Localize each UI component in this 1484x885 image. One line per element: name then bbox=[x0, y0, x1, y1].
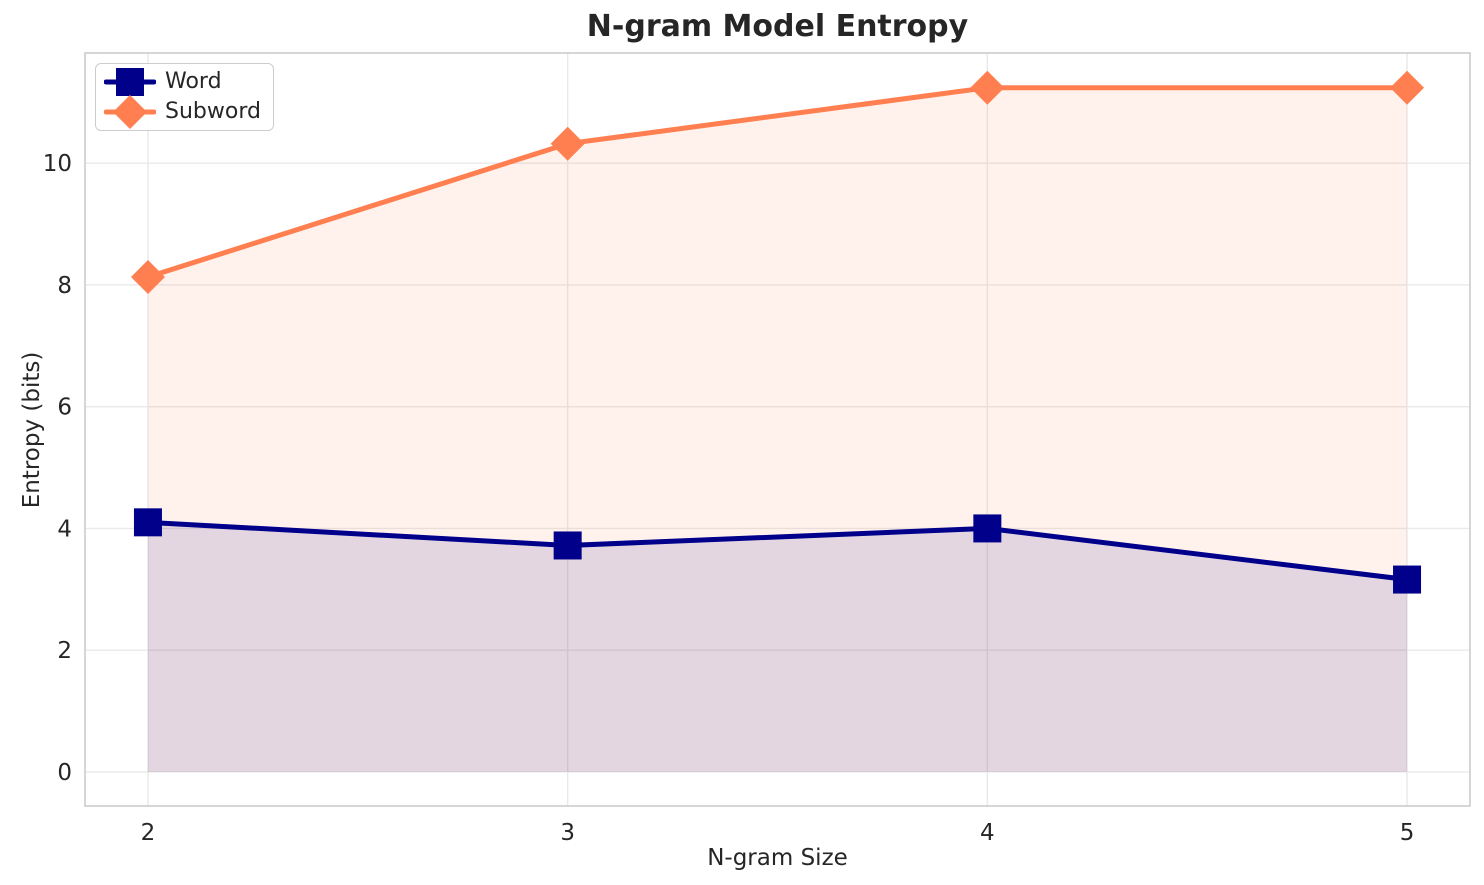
word-marker-5 bbox=[1393, 565, 1422, 594]
subword-line bbox=[145, 85, 1410, 280]
word-marker-4 bbox=[973, 514, 1002, 543]
legend-item-subword: Subword bbox=[104, 95, 261, 129]
y-tick-label-10: 10 bbox=[43, 151, 72, 177]
y-axis-label: Entropy (bits) bbox=[19, 351, 45, 509]
legend: Word Subword bbox=[95, 63, 274, 131]
word-line bbox=[145, 519, 1410, 583]
subword-area bbox=[147, 87, 1408, 772]
square-marker-icon bbox=[104, 68, 156, 96]
x-tick-label-2: 2 bbox=[141, 820, 156, 846]
legend-item-word: Word bbox=[104, 67, 261, 97]
word-area bbox=[147, 522, 1408, 772]
word-marker-3 bbox=[553, 531, 582, 560]
subword-marker-3 bbox=[550, 126, 585, 161]
diamond-marker-icon bbox=[104, 95, 156, 129]
y-tick-label-6: 6 bbox=[57, 395, 72, 421]
word-marker-2 bbox=[133, 508, 162, 537]
subword-marker-4 bbox=[970, 70, 1005, 105]
x-tick-label-5: 5 bbox=[1400, 820, 1415, 846]
x-tick-label-3: 3 bbox=[560, 820, 575, 846]
legend-label: Word bbox=[165, 69, 222, 94]
y-tick-label-8: 8 bbox=[57, 273, 72, 299]
subword-marker-5 bbox=[1390, 70, 1425, 105]
y-tick-label-0: 0 bbox=[57, 760, 72, 786]
y-tick-label-2: 2 bbox=[57, 638, 72, 664]
x-axis-label: N-gram Size bbox=[707, 845, 848, 871]
plot-border bbox=[84, 52, 1471, 807]
y-tick-label-4: 4 bbox=[57, 516, 72, 542]
x-tick-label-4: 4 bbox=[980, 820, 995, 846]
legend-label: Subword bbox=[165, 99, 261, 124]
chart-title: N-gram Model Entropy bbox=[586, 9, 969, 44]
subword-marker-2 bbox=[130, 260, 165, 295]
